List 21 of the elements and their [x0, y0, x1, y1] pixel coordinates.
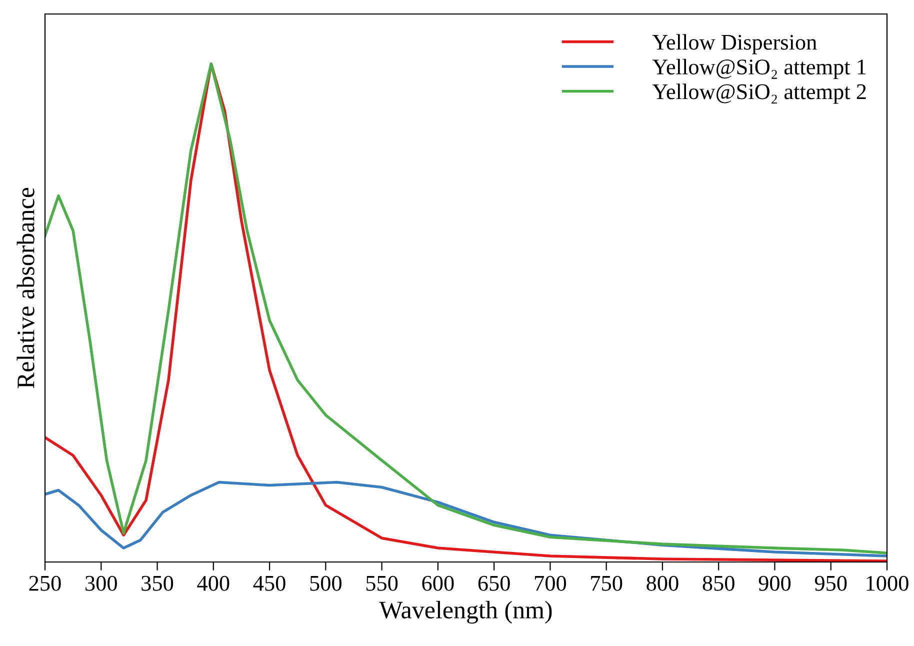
x-tick-label: 500 — [310, 576, 342, 591]
x-tick-label: 700 — [535, 576, 566, 591]
legend-label: Yellow@SiO₂ attempt 1 — [652, 58, 866, 80]
x-tick-label: 450 — [253, 576, 286, 591]
x-tick-label: 400 — [197, 576, 230, 591]
x-tick-label: 750 — [591, 576, 622, 591]
x-tick-label: 600 — [422, 576, 454, 591]
y-axis-title: Relative absorbance — [16, 188, 34, 388]
x-tick-label: 900 — [758, 576, 791, 591]
x-tick-label: 250 — [29, 576, 61, 591]
x-tick-label: 950 — [814, 576, 847, 591]
x-tick-label: 300 — [86, 576, 117, 591]
x-tick-label: 800 — [646, 576, 678, 591]
x-axis-title: Wavelength (nm) — [379, 600, 552, 624]
x-tick-label: 850 — [702, 576, 734, 591]
x-tick-label: 1000 — [866, 576, 908, 591]
legend-label: Yellow Dispersion — [652, 34, 817, 54]
x-tick-label: 650 — [478, 576, 510, 591]
x-tick-label: 350 — [142, 576, 174, 591]
x-tick-label: 550 — [366, 576, 398, 591]
legend-label: Yellow@SiO₂ attempt 2 — [652, 84, 866, 104]
